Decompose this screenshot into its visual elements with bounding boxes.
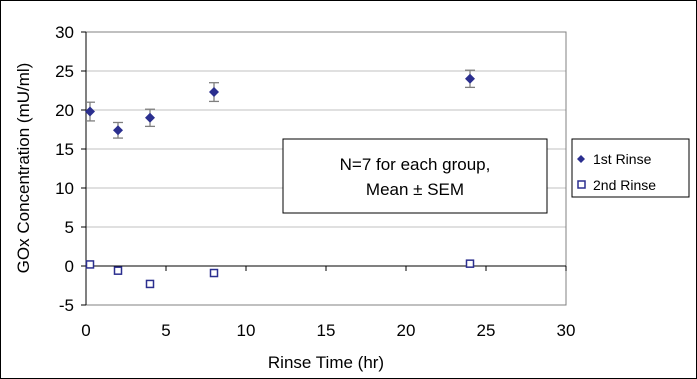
y-tick-label: 25 — [55, 62, 74, 81]
y-tick-label: 5 — [65, 218, 74, 237]
x-tick-label: 15 — [317, 321, 336, 340]
x-tick-label: 30 — [557, 321, 576, 340]
y-tick-labels: -5 0 5 10 15 20 25 30 — [55, 23, 74, 315]
legend: 1st Rinse 2nd Rinse — [571, 138, 690, 198]
legend-box — [571, 138, 690, 198]
x-axis-title: Rinse Time (hr) — [268, 353, 384, 372]
y-tick-label: -5 — [59, 296, 74, 315]
point-1st-rinse — [85, 106, 95, 117]
point-1st-rinse — [113, 125, 123, 136]
y-tick-label: 0 — [65, 257, 74, 276]
legend-label-1st-rinse: 1st Rinse — [593, 151, 652, 167]
x-tick-label: 10 — [237, 321, 256, 340]
x-tick-label: 20 — [397, 321, 416, 340]
series-marks — [85, 69, 475, 289]
annotation-line-1: N=7 for each group, — [340, 155, 491, 174]
y-axis-title: GOx Concentration (mU/ml) — [14, 63, 33, 274]
legend-marker-1st-rinse — [577, 155, 585, 163]
y-tick-label: 20 — [55, 101, 74, 120]
point-2nd-rinse — [113, 266, 123, 275]
axes — [81, 31, 567, 306]
legend-label-2nd-rinse: 2nd Rinse — [593, 177, 656, 193]
point-1st-rinse — [465, 73, 475, 84]
annotation-line-2: Mean ± SEM — [366, 180, 464, 199]
y-tick-label: 10 — [55, 179, 74, 198]
x-tick-label: 0 — [81, 321, 90, 340]
point-2nd-rinse — [85, 260, 95, 269]
x-tick-label: 5 — [161, 321, 170, 340]
point-2nd-rinse — [145, 279, 155, 289]
annotation-box: N=7 for each group, Mean ± SEM — [282, 138, 548, 214]
x-tick-labels: 0 5 10 15 20 25 30 — [81, 321, 575, 340]
y-tick-label: 15 — [55, 140, 74, 159]
point-2nd-rinse — [465, 259, 475, 268]
point-2nd-rinse — [209, 268, 219, 278]
legend-marker-2nd-rinse — [577, 180, 586, 189]
point-1st-rinse — [145, 112, 155, 123]
y-tick-label: 30 — [55, 23, 74, 42]
x-tick-label: 25 — [477, 321, 496, 340]
point-1st-rinse — [209, 87, 219, 98]
